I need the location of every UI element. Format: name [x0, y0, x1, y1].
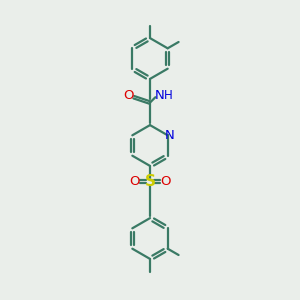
Text: O: O [129, 175, 140, 188]
Text: H: H [164, 89, 173, 102]
Text: N: N [165, 129, 175, 142]
Text: O: O [160, 175, 171, 188]
Text: O: O [123, 89, 134, 102]
Text: S: S [145, 174, 155, 189]
Text: N: N [155, 89, 164, 102]
